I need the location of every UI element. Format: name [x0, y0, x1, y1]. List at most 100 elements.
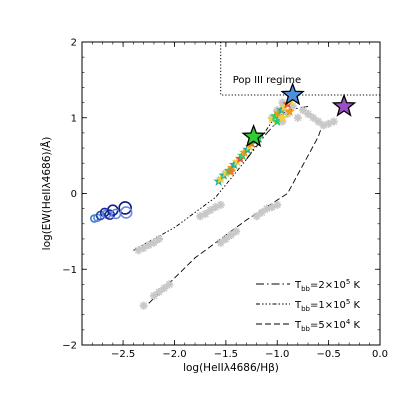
x-tick-label: −2.5 — [111, 349, 135, 360]
small-star-point — [269, 110, 281, 121]
small-star-point — [272, 116, 283, 126]
cross-d2 — [222, 235, 230, 243]
legend-rest: =2×10 — [310, 280, 346, 291]
small-star-point — [231, 156, 243, 167]
legend-sup: 4 — [346, 318, 351, 326]
small-star-point — [239, 147, 250, 158]
cross-d2 — [160, 284, 168, 292]
legend-sup: 5 — [346, 298, 350, 306]
grey-cross-point — [139, 301, 148, 310]
small-star-point — [266, 113, 278, 124]
x-tick-label: −0.5 — [316, 349, 340, 360]
y-tick-label: −1 — [62, 265, 77, 276]
grey-cross-point — [304, 109, 313, 118]
y-axis-label: log(EW(HeIIλ4686)/Å) — [40, 137, 53, 251]
cross-d2 — [309, 114, 317, 122]
cross-d2 — [217, 201, 225, 209]
cross-d2 — [232, 227, 240, 235]
x-tick-label: −1.5 — [214, 349, 238, 360]
grey-cross-point — [149, 238, 158, 247]
cross-d2 — [294, 114, 302, 122]
legend-sub: bb — [301, 325, 310, 333]
grey-cross-point — [227, 231, 235, 240]
grey-cross-point — [216, 200, 225, 209]
grey-cross-point — [201, 209, 210, 218]
small-star-point — [225, 166, 237, 176]
small-star-point — [276, 104, 287, 115]
legend-sup: 5 — [346, 278, 350, 286]
annotation-layer: Pop III regime — [233, 75, 301, 86]
cross-d2 — [258, 208, 266, 216]
y-tick-label: 2 — [71, 38, 77, 49]
cross-d2 — [304, 110, 312, 118]
x-tick-label: −1.0 — [265, 349, 289, 360]
grey-cross-point — [329, 117, 338, 126]
cross-d2 — [155, 235, 163, 243]
cross-d2 — [330, 118, 338, 126]
legend-tail: K — [350, 320, 360, 331]
open-circle-point — [118, 201, 132, 215]
legend-tail: K — [350, 300, 360, 311]
grey-cross-point — [309, 113, 318, 122]
y-tick-label: 1 — [71, 113, 77, 124]
legend-rest: =5×10 — [310, 320, 346, 331]
cross-d2 — [150, 292, 158, 300]
grey-cross-point — [257, 208, 266, 217]
small-star-point — [228, 159, 240, 170]
grey-cross-point — [252, 212, 261, 221]
pop-iii-label: Pop III regime — [233, 75, 301, 86]
x-tick-label: 0.0 — [372, 349, 388, 360]
grey-cross-point — [293, 113, 302, 122]
cross-d2 — [314, 118, 322, 126]
grey-cross-point — [160, 284, 169, 293]
cross-d2 — [253, 212, 261, 220]
cross-d2 — [227, 231, 235, 239]
grey-cross-point — [155, 287, 164, 296]
large-star-point — [331, 93, 357, 117]
legend-sub: bb — [301, 285, 310, 293]
small-star-point — [284, 106, 295, 117]
cross-d2 — [217, 239, 225, 247]
legend-main: T — [294, 280, 302, 291]
legend-sub: bb — [301, 305, 310, 313]
y-tick-label: 0 — [71, 189, 77, 200]
cross-d2 — [150, 239, 158, 247]
cross-d2 — [165, 280, 173, 288]
x-axis-label: log(HeIIλ4686/Hβ) — [183, 362, 279, 374]
grey-cross-point — [298, 106, 307, 115]
small-star-point — [273, 107, 284, 118]
grey-cross-point — [319, 121, 328, 130]
y-tick-label: −2 — [62, 341, 77, 352]
marks-layer — [90, 42, 380, 310]
cross-d2 — [278, 99, 286, 107]
grey-cross-point — [149, 291, 158, 300]
small-star-point — [215, 173, 226, 184]
grey-cross-point — [155, 234, 164, 243]
cross-d2 — [155, 288, 163, 296]
legend-label-2: Tbb=5×104 K — [294, 318, 361, 333]
legend-tail: K — [350, 280, 360, 291]
grey-cross-point — [273, 200, 282, 209]
cross-d2 — [299, 106, 307, 114]
cross-d2 — [273, 201, 281, 209]
grey-cross-point — [232, 227, 241, 236]
grey-cross-point — [324, 119, 333, 128]
grey-cross-point — [221, 234, 230, 243]
small-star-point — [277, 112, 288, 123]
legend-main: T — [294, 300, 302, 311]
large-star-point — [280, 82, 305, 106]
grey-cross-point — [216, 238, 225, 247]
cross-d2 — [140, 302, 148, 310]
legend-label-1: Tbb=1×105 K — [294, 298, 361, 313]
small-star-point — [220, 167, 232, 178]
grey-cross-point — [314, 117, 323, 126]
open-circle-point — [119, 206, 133, 219]
x-tick-label: −2.0 — [162, 349, 186, 360]
legend-label-0: Tbb=2×105 K — [294, 278, 361, 293]
legend-main: T — [294, 320, 302, 331]
grey-cross-point — [165, 280, 174, 289]
cross-d2 — [201, 210, 209, 218]
large-star-point — [241, 123, 266, 148]
